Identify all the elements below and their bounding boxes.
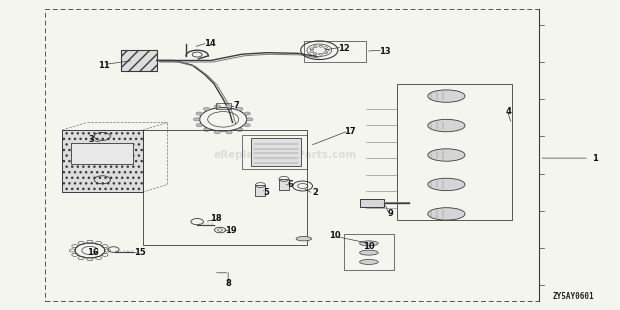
Text: 10: 10 [363, 242, 374, 251]
Text: 16: 16 [87, 248, 99, 257]
Bar [62, 130, 143, 192]
Circle shape [203, 107, 210, 110]
Bar [279, 179, 289, 190]
Text: 10: 10 [329, 231, 340, 240]
Circle shape [214, 105, 220, 108]
Ellipse shape [428, 119, 465, 132]
Ellipse shape [296, 237, 312, 241]
Bar [121, 50, 157, 71]
Text: 9: 9 [388, 209, 394, 219]
Text: 8: 8 [225, 279, 231, 288]
Bar [304, 41, 366, 62]
Ellipse shape [360, 259, 378, 264]
Circle shape [237, 107, 243, 110]
Bar [251, 138, 301, 166]
Circle shape [226, 131, 232, 134]
Bar [121, 50, 157, 71]
Text: 17: 17 [345, 127, 356, 136]
Ellipse shape [428, 90, 465, 102]
Circle shape [237, 128, 243, 131]
Bar [216, 103, 231, 108]
Text: 14: 14 [204, 39, 215, 48]
Text: 19: 19 [225, 225, 236, 235]
Text: 3: 3 [89, 135, 95, 144]
Text: ZY5AY0601: ZY5AY0601 [552, 292, 594, 301]
Circle shape [196, 124, 202, 127]
Text: 6: 6 [287, 180, 293, 189]
Circle shape [196, 112, 202, 115]
Circle shape [247, 118, 253, 121]
Bar [360, 199, 384, 207]
Text: 4: 4 [505, 107, 511, 116]
Text: 2: 2 [312, 188, 318, 197]
Circle shape [244, 112, 250, 115]
Text: eReplacementParts.com: eReplacementParts.com [213, 150, 357, 160]
Bar [45, 9, 539, 301]
Bar [255, 185, 265, 196]
Bar [71, 143, 133, 164]
Text: 1: 1 [592, 153, 598, 163]
Circle shape [203, 128, 210, 131]
Ellipse shape [428, 149, 465, 161]
Circle shape [244, 124, 250, 127]
Text: 15: 15 [134, 248, 145, 257]
Ellipse shape [428, 178, 465, 191]
Ellipse shape [428, 208, 465, 220]
Bar [344, 234, 394, 270]
Circle shape [193, 118, 200, 121]
Circle shape [226, 105, 232, 108]
Bar [242, 135, 307, 169]
Text: 5: 5 [264, 188, 270, 197]
Text: 11: 11 [99, 60, 110, 70]
Bar [397, 84, 512, 220]
Circle shape [214, 131, 220, 134]
Ellipse shape [360, 241, 378, 246]
Text: 18: 18 [210, 214, 221, 223]
Bar [143, 130, 307, 245]
Ellipse shape [360, 250, 378, 255]
Text: 12: 12 [339, 43, 350, 53]
Text: 7: 7 [234, 101, 240, 110]
Text: 13: 13 [379, 46, 390, 56]
